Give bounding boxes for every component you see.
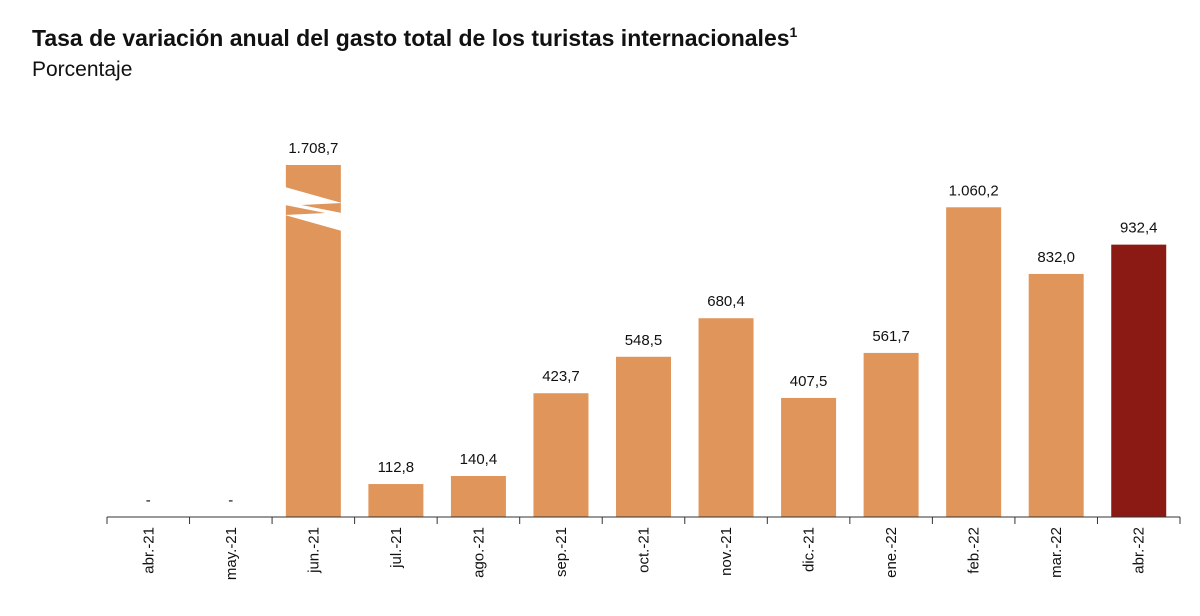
value-label: 1.060,2 bbox=[949, 182, 999, 199]
title-text: Tasa de variación anual del gasto total … bbox=[32, 25, 790, 51]
value-label: 407,5 bbox=[790, 373, 828, 390]
bar bbox=[533, 393, 589, 517]
bar bbox=[368, 484, 424, 517]
value-label: 832,0 bbox=[1037, 249, 1075, 266]
bar bbox=[946, 207, 1002, 518]
bar bbox=[285, 165, 341, 517]
value-label: - bbox=[146, 492, 151, 509]
bar-break bbox=[284, 187, 342, 231]
bar-group bbox=[285, 165, 1167, 518]
title-note: 1 bbox=[790, 24, 798, 40]
x-tick-label: mar.-22 bbox=[1048, 527, 1065, 578]
bar bbox=[1111, 244, 1167, 518]
value-label: 140,4 bbox=[460, 451, 498, 468]
x-tick-label: sep.-21 bbox=[553, 527, 570, 577]
x-tick-label: dic.-21 bbox=[801, 527, 818, 572]
chart-subtitle: Porcentaje bbox=[32, 58, 132, 81]
chart-title: Tasa de variación anual del gasto total … bbox=[32, 24, 798, 51]
x-tick-label: abr.-21 bbox=[140, 527, 157, 574]
value-label: 1.708,7 bbox=[288, 140, 338, 157]
value-label: 932,4 bbox=[1120, 220, 1158, 237]
bar bbox=[616, 356, 671, 517]
x-tick-label: feb.-22 bbox=[966, 527, 983, 574]
bar bbox=[450, 475, 506, 517]
x-tick-label: ago.-21 bbox=[470, 527, 487, 578]
bar bbox=[863, 352, 919, 517]
x-tick-label: may.-21 bbox=[223, 527, 240, 580]
bar bbox=[1028, 273, 1084, 517]
value-label: - bbox=[228, 492, 233, 509]
x-tick-label: ene.-22 bbox=[883, 527, 900, 578]
value-label: 680,4 bbox=[707, 293, 745, 310]
value-label: 423,7 bbox=[542, 368, 580, 385]
bar bbox=[698, 318, 754, 517]
x-tick-label: jul.-21 bbox=[388, 527, 405, 569]
x-tick-label: oct.-21 bbox=[636, 527, 653, 573]
bar bbox=[781, 397, 837, 517]
value-label: 112,8 bbox=[378, 459, 414, 476]
value-label: 561,7 bbox=[872, 328, 910, 345]
value-label: 548,5 bbox=[625, 332, 663, 349]
x-tick-label: jun.-21 bbox=[305, 527, 322, 574]
x-tick-label: nov.-21 bbox=[718, 527, 735, 576]
x-tick-label: abr.-22 bbox=[1131, 527, 1148, 574]
